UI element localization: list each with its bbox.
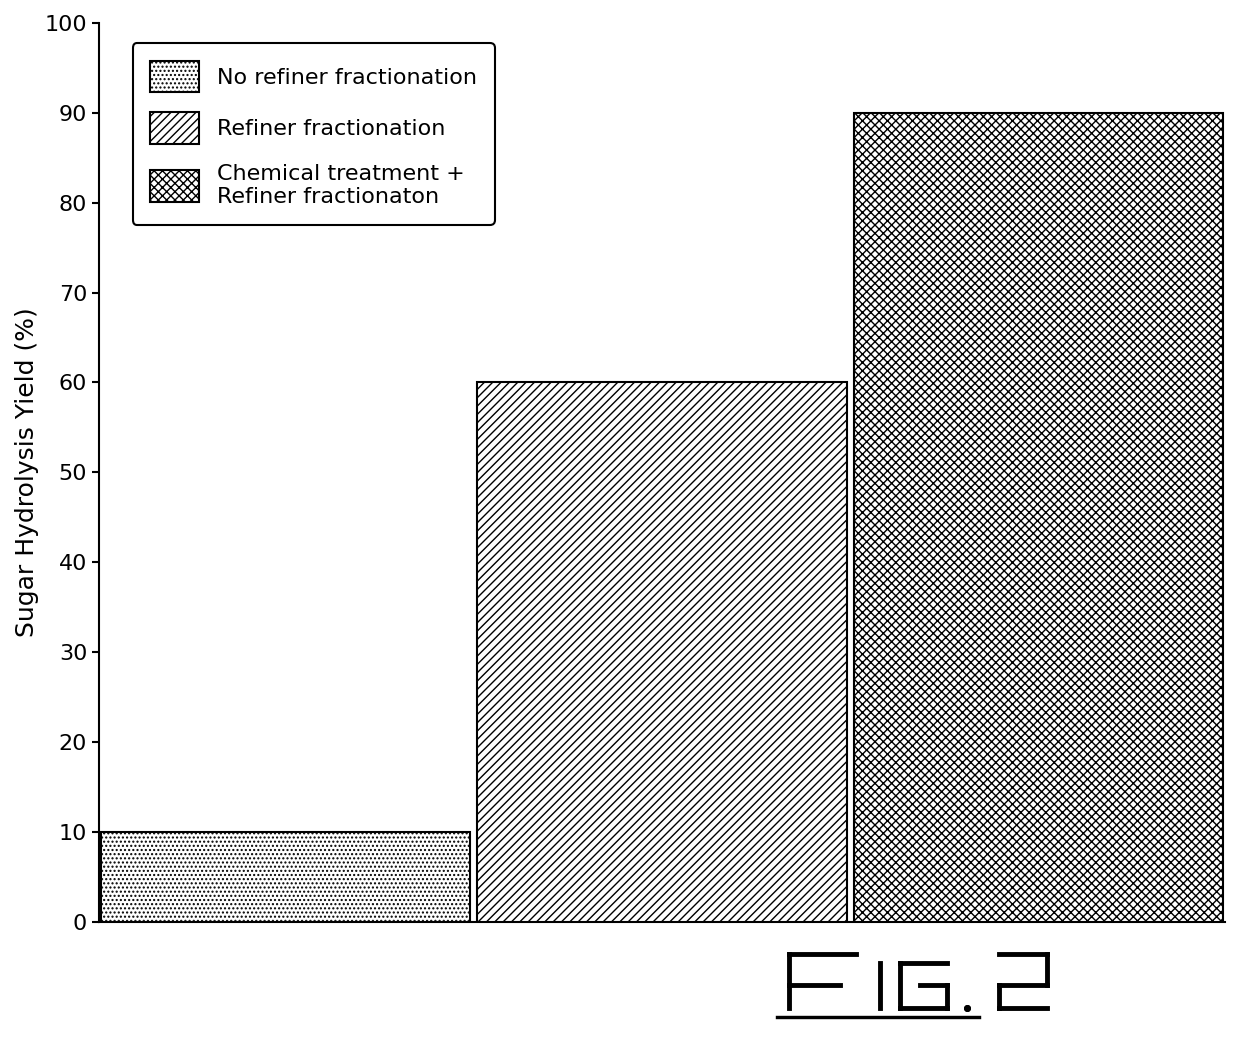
Bar bbox=[854, 113, 1223, 921]
Legend: No refiner fractionation, Refiner fractionation, Chemical treatment +
Refiner fr: No refiner fractionation, Refiner fracti… bbox=[133, 43, 495, 225]
Bar bbox=[477, 383, 847, 921]
Bar bbox=[100, 832, 470, 921]
Y-axis label: Sugar Hydrolysis Yield (%): Sugar Hydrolysis Yield (%) bbox=[15, 308, 38, 638]
